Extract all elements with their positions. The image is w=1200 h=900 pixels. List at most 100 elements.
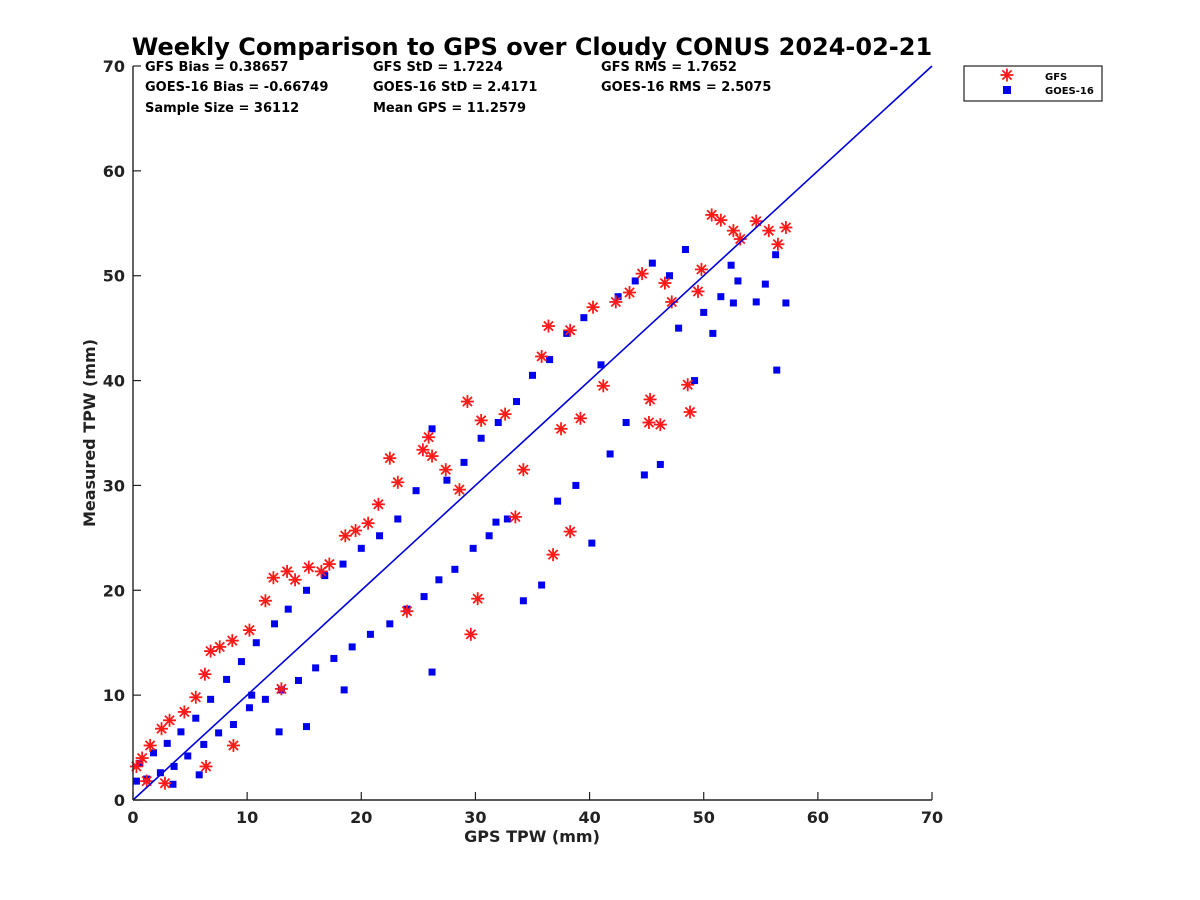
gfs-point: [258, 594, 272, 608]
goes16-point: [312, 664, 320, 672]
goes16-point: [700, 308, 708, 316]
gfs-point: [274, 682, 288, 696]
goes16-point: [460, 458, 468, 466]
gfs-point: [554, 422, 568, 436]
goes16-point: [340, 686, 348, 694]
goes16-point: [435, 576, 443, 584]
gfs-point: [535, 349, 549, 363]
goes16-point: [665, 272, 673, 280]
gfs-point: [302, 560, 316, 574]
goes16-point: [394, 515, 402, 523]
gfs-point: [694, 262, 708, 276]
gfs-point: [213, 640, 227, 654]
goes16-point: [284, 605, 292, 613]
gfs-point: [416, 443, 430, 457]
legend: GFS GOES-16: [963, 65, 1103, 102]
goes16-point: [681, 246, 689, 253]
gfs-point: [288, 573, 302, 587]
goes16-point: [529, 371, 536, 379]
goes16-point: [729, 299, 737, 307]
x-tick-label: 0: [127, 808, 138, 827]
goes16-point: [485, 532, 493, 540]
gfs-point: [762, 224, 776, 238]
goes16-point: [386, 620, 394, 628]
stat-gfs-bias: GFS Bias = 0.38657: [145, 60, 288, 75]
gfs-point: [508, 510, 522, 524]
goes16-point: [580, 314, 588, 322]
y-tick-label: 70: [103, 57, 125, 76]
gfs-points: [129, 208, 793, 790]
stat-gfs-std: GFS StD = 1.7224: [373, 60, 503, 75]
gfs-point: [400, 604, 414, 618]
gfs-point: [177, 705, 191, 719]
goes16-point: [366, 630, 374, 638]
goes16-point: [675, 324, 683, 332]
goes16-point: [271, 620, 279, 628]
x-tick-label: 20: [350, 808, 372, 827]
goes16-point: [177, 728, 185, 736]
y-tick-label: 40: [103, 372, 125, 391]
gfs-point: [225, 634, 239, 648]
gfs-point: [322, 557, 336, 571]
goes16-point: [451, 565, 459, 573]
legend-goes16-marker: [1003, 86, 1011, 94]
gfs-point: [498, 407, 512, 421]
goes16-point: [492, 518, 500, 526]
gfs-point: [596, 379, 610, 393]
y-tick-label: 0: [114, 791, 125, 810]
goes16-point: [631, 277, 639, 285]
gfs-point: [135, 751, 149, 765]
goes16-point: [295, 676, 303, 684]
goes16-point: [192, 714, 200, 722]
goes16-point: [761, 280, 769, 288]
y-tick-label: 50: [103, 267, 125, 286]
legend-goes16-label: GOES-16: [1045, 86, 1094, 97]
goes16-point: [229, 721, 237, 729]
x-axis-label: GPS TPW (mm): [464, 827, 600, 846]
stat-gfs-rms: GFS RMS = 1.7652: [601, 60, 737, 75]
gfs-point: [391, 475, 405, 489]
goes16-point: [248, 691, 256, 699]
gfs-point: [460, 395, 474, 409]
goes16-point: [554, 497, 562, 505]
gfs-point: [383, 451, 397, 465]
goes16-point: [494, 419, 502, 427]
goes16-point: [428, 425, 436, 433]
y-tick-label: 20: [103, 581, 125, 600]
goes16-point: [163, 739, 171, 747]
gfs-point: [635, 267, 649, 281]
gfs-point: [691, 284, 705, 298]
goes16-point: [773, 366, 781, 374]
goes16-point: [572, 481, 580, 489]
gfs-point: [546, 548, 560, 562]
gfs-point: [516, 463, 530, 477]
goes16-point: [727, 261, 735, 269]
stat-mean-gps: Mean GPS = 11.2579: [373, 101, 526, 116]
goes16-point: [513, 398, 521, 406]
goes16-point: [503, 515, 511, 523]
gfs-point: [749, 214, 763, 228]
goes16-point: [252, 639, 260, 647]
goes16-point: [477, 434, 485, 442]
goes16-point: [656, 460, 664, 468]
y-tick-label: 30: [103, 476, 125, 495]
gfs-point: [733, 232, 747, 246]
gfs-point: [464, 627, 478, 641]
goes16-point: [275, 728, 283, 736]
y-tick-label: 60: [103, 162, 125, 181]
gfs-point: [439, 463, 453, 477]
goes16-point: [597, 361, 605, 369]
gfs-point: [642, 416, 656, 430]
goes16-point: [245, 704, 253, 712]
goes16-point: [734, 277, 742, 285]
x-tick-label: 50: [693, 808, 715, 827]
y-axis-ticks: 0 10 20 30 40 50 60 70: [103, 57, 141, 810]
goes16-point: [207, 695, 215, 703]
gfs-point: [129, 759, 143, 773]
x-tick-label: 10: [236, 808, 258, 827]
gfs-point: [563, 323, 577, 337]
gfs-point: [349, 524, 363, 538]
gfs-point: [422, 430, 436, 444]
gfs-point: [425, 449, 439, 463]
